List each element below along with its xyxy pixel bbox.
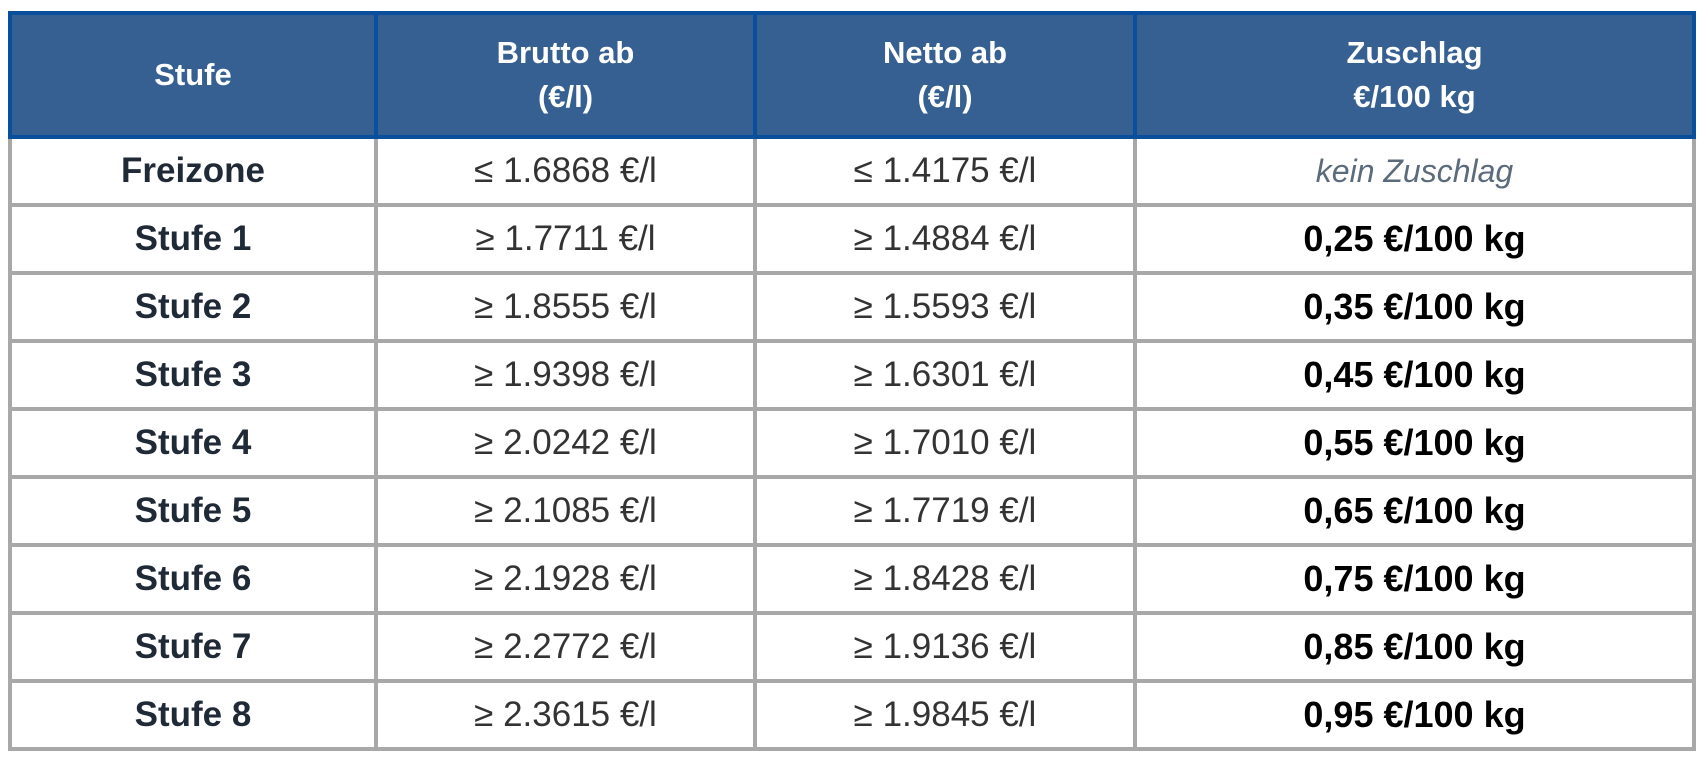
table-row: Stufe 8 ≥ 2.3615 €/l ≥ 1.9845 €/l 0,95 €/10…: [8, 679, 1696, 751]
table-row: Stufe 2 ≥ 1.8555 €/l ≥ 1.5593 €/l 0,35 €/10…: [8, 271, 1696, 343]
table-row: Stufe 7 ≥ 2.2772 €/l ≥ 1.9136 €/l 0,85 €/10…: [8, 611, 1696, 683]
cell-brutto: ≥ 2.1928 €/l: [374, 543, 757, 615]
cell-brutto: ≥ 1.7711 €/l: [374, 203, 757, 275]
header-brutto-line1: Brutto ab: [496, 35, 635, 70]
cell-zuschlag: kein Zuschlag: [1133, 135, 1696, 207]
cell-netto: ≥ 1.7719 €/l: [753, 475, 1137, 547]
cell-brutto: ≥ 1.9398 €/l: [374, 339, 757, 411]
cell-stufe: Freizone: [8, 135, 378, 207]
cell-netto: ≥ 1.9845 €/l: [753, 679, 1137, 751]
header-brutto-line2: (€/l): [537, 79, 594, 114]
cell-zuschlag: 0,65 €/100 kg: [1133, 475, 1696, 547]
table-row: Freizone ≤ 1.6868 €/l ≤ 1.4175 €/l kein Zus…: [8, 135, 1696, 207]
cell-zuschlag: 0,25 €/100 kg: [1133, 203, 1696, 275]
header-row: Stufe Brutto ab (€/l) Netto ab (€/l) Zusch…: [8, 11, 1696, 139]
cell-brutto: ≥ 2.1085 €/l: [374, 475, 757, 547]
cell-zuschlag: 0,35 €/100 kg: [1133, 271, 1696, 343]
cell-stufe: Stufe 8: [8, 679, 378, 751]
cell-netto: ≥ 1.8428 €/l: [753, 543, 1137, 615]
cell-brutto: ≥ 1.8555 €/l: [374, 271, 757, 343]
header-brutto: Brutto ab (€/l): [374, 11, 757, 139]
table-row: Stufe 4 ≥ 2.0242 €/l ≥ 1.7010 €/l 0,55 €/10…: [8, 407, 1696, 479]
cell-netto: ≥ 1.9136 €/l: [753, 611, 1137, 683]
cell-brutto: ≥ 2.2772 €/l: [374, 611, 757, 683]
surcharge-table: Stufe Brutto ab (€/l) Netto ab (€/l) Zusch…: [8, 11, 1696, 751]
cell-stufe: Stufe 7: [8, 611, 378, 683]
cell-zuschlag: 0,55 €/100 kg: [1133, 407, 1696, 479]
cell-zuschlag: 0,45 €/100 kg: [1133, 339, 1696, 411]
cell-zuschlag: 0,75 €/100 kg: [1133, 543, 1696, 615]
cell-netto: ≥ 1.4884 €/l: [753, 203, 1137, 275]
header-stufe: Stufe: [8, 11, 378, 139]
cell-brutto: ≥ 2.0242 €/l: [374, 407, 757, 479]
cell-brutto: ≤ 1.6868 €/l: [374, 135, 757, 207]
header-netto-line2: (€/l): [917, 79, 973, 114]
cell-stufe: Stufe 4: [8, 407, 378, 479]
cell-netto: ≥ 1.7010 €/l: [753, 407, 1137, 479]
cell-stufe: Stufe 6: [8, 543, 378, 615]
header-netto-line1: Netto ab: [883, 35, 1007, 70]
header-zuschlag-line1: Zuschlag: [1346, 35, 1483, 70]
cell-zuschlag: 0,85 €/100 kg: [1133, 611, 1696, 683]
header-netto: Netto ab (€/l): [753, 11, 1137, 139]
cell-stufe: Stufe 1: [8, 203, 378, 275]
table-row: Stufe 1 ≥ 1.7711 €/l ≥ 1.4884 €/l 0,25 €/10…: [8, 203, 1696, 275]
table-row: Stufe 5 ≥ 2.1085 €/l ≥ 1.7719 €/l 0,65 €/10…: [8, 475, 1696, 547]
header-zuschlag: Zuschlag €/100 kg: [1133, 11, 1696, 139]
cell-stufe: Stufe 2: [8, 271, 378, 343]
table-row: Stufe 6 ≥ 2.1928 €/l ≥ 1.8428 €/l 0,75 €/10…: [8, 543, 1696, 615]
cell-zuschlag: 0,95 €/100 kg: [1133, 679, 1696, 751]
header-stufe-label: Stufe: [154, 57, 232, 92]
cell-brutto: ≥ 2.3615 €/l: [374, 679, 757, 751]
cell-netto: ≥ 1.6301 €/l: [753, 339, 1137, 411]
cell-stufe: Stufe 5: [8, 475, 378, 547]
cell-netto: ≥ 1.5593 €/l: [753, 271, 1137, 343]
cell-stufe: Stufe 3: [8, 339, 378, 411]
cell-netto: ≤ 1.4175 €/l: [753, 135, 1137, 207]
header-zuschlag-line2: €/100 kg: [1353, 79, 1476, 114]
table-row: Stufe 3 ≥ 1.9398 €/l ≥ 1.6301 €/l 0,45 €/10…: [8, 339, 1696, 411]
